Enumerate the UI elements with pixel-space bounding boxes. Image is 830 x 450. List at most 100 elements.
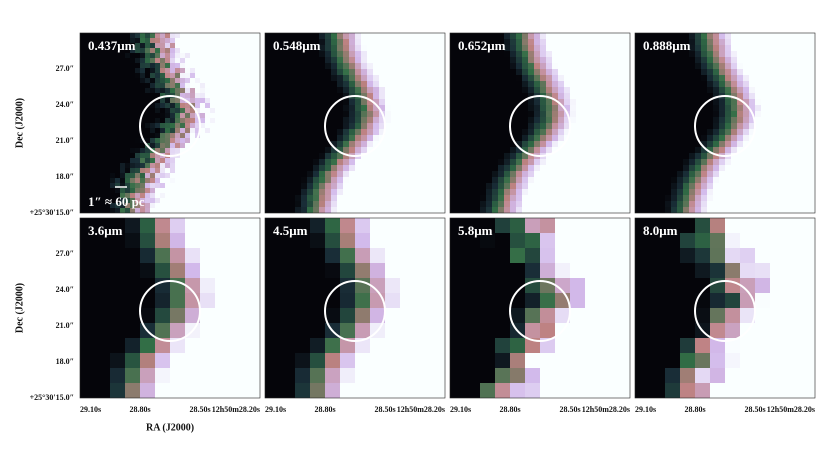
pixel bbox=[498, 141, 505, 148]
pixel bbox=[110, 43, 116, 49]
pixel bbox=[534, 39, 541, 46]
pixel bbox=[797, 99, 804, 106]
pixel bbox=[185, 233, 201, 249]
pixel bbox=[624, 117, 630, 124]
pixel bbox=[707, 63, 714, 70]
pixel bbox=[250, 188, 256, 194]
pixel bbox=[564, 39, 571, 46]
pixel bbox=[195, 118, 201, 124]
pixel bbox=[606, 75, 613, 82]
pixel bbox=[665, 218, 681, 234]
pixel bbox=[653, 33, 660, 40]
pixel bbox=[190, 148, 196, 154]
pixel bbox=[641, 39, 648, 46]
pixel bbox=[255, 198, 260, 204]
x-tick-label: 28.80s bbox=[314, 405, 335, 414]
pixel bbox=[647, 129, 654, 136]
pixel bbox=[379, 57, 386, 64]
pixel bbox=[689, 105, 696, 112]
pixel bbox=[421, 123, 428, 130]
pixel bbox=[319, 165, 326, 172]
pixel bbox=[427, 75, 434, 82]
pixel bbox=[230, 193, 236, 199]
pixel bbox=[570, 123, 577, 130]
pixel bbox=[319, 75, 326, 82]
pixel bbox=[397, 195, 404, 202]
pixel bbox=[755, 171, 762, 178]
pixel bbox=[755, 141, 762, 148]
pixel bbox=[665, 51, 672, 58]
pixel bbox=[612, 171, 619, 178]
pixel bbox=[415, 141, 422, 148]
pixel bbox=[319, 45, 326, 52]
pixel bbox=[671, 177, 678, 184]
pixel bbox=[313, 207, 320, 213]
pixel bbox=[791, 45, 798, 52]
pixel bbox=[110, 153, 116, 159]
pixel bbox=[130, 83, 136, 89]
pixel bbox=[190, 178, 196, 184]
pixel bbox=[397, 87, 404, 94]
pixel bbox=[683, 87, 690, 94]
pixel bbox=[340, 263, 356, 279]
pixel bbox=[803, 195, 810, 202]
pixel bbox=[809, 69, 815, 76]
pixel bbox=[525, 263, 541, 279]
pixel bbox=[612, 87, 619, 94]
pixel bbox=[492, 177, 499, 184]
pixel bbox=[313, 33, 320, 40]
pixel bbox=[120, 123, 126, 129]
pixel bbox=[337, 171, 344, 178]
pixel bbox=[650, 278, 666, 294]
pixel bbox=[307, 69, 314, 76]
pixel bbox=[283, 51, 290, 58]
pixel bbox=[277, 183, 284, 190]
pixel bbox=[283, 81, 290, 88]
pixel bbox=[486, 99, 493, 106]
pixel bbox=[635, 218, 651, 234]
pixel bbox=[95, 183, 101, 189]
x-tick-label: 12h50m28.20s bbox=[582, 405, 630, 414]
pixel bbox=[680, 293, 696, 309]
pixel bbox=[331, 135, 338, 142]
pixel bbox=[85, 43, 91, 49]
aperture bbox=[324, 95, 386, 157]
pixel bbox=[125, 108, 131, 114]
pixel bbox=[235, 113, 241, 119]
pixel bbox=[337, 189, 344, 196]
pixel bbox=[155, 293, 171, 309]
pixel bbox=[421, 153, 428, 160]
pixel bbox=[325, 51, 332, 58]
pixel bbox=[415, 45, 422, 52]
pixel bbox=[160, 158, 166, 164]
pixel bbox=[349, 75, 356, 82]
pixel bbox=[301, 177, 308, 184]
pixel bbox=[755, 87, 762, 94]
pixel bbox=[695, 263, 711, 279]
pixel bbox=[468, 195, 475, 202]
pixel bbox=[680, 218, 696, 234]
pixel bbox=[140, 183, 146, 189]
pixel bbox=[534, 129, 541, 136]
pixel bbox=[677, 129, 684, 136]
pixel bbox=[615, 218, 630, 234]
pixel bbox=[495, 233, 511, 249]
pixel bbox=[325, 308, 341, 324]
pixel bbox=[100, 128, 106, 134]
pixel bbox=[480, 183, 487, 190]
pixel bbox=[110, 58, 116, 64]
pixel bbox=[450, 99, 457, 106]
pixel bbox=[486, 87, 493, 94]
pixel bbox=[80, 218, 96, 234]
pixel bbox=[283, 93, 290, 100]
pixel bbox=[695, 57, 702, 64]
pixel bbox=[120, 78, 126, 84]
pixel bbox=[498, 135, 505, 142]
pixel bbox=[600, 39, 607, 46]
pixel bbox=[480, 278, 496, 294]
pixel bbox=[671, 123, 678, 130]
pixel bbox=[671, 39, 678, 46]
pixel bbox=[295, 183, 302, 190]
pixel bbox=[280, 353, 296, 369]
pixel bbox=[185, 278, 201, 294]
